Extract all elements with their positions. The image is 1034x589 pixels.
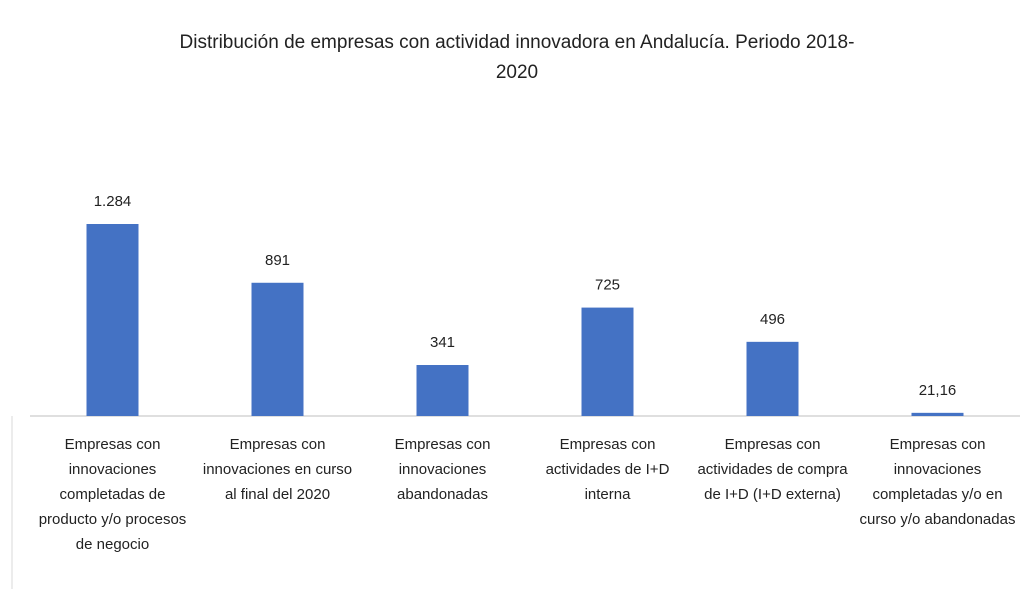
bar <box>416 365 469 416</box>
x-tick-label: Empresas con innovaciones en curso al fi… <box>202 436 353 503</box>
bar <box>911 412 964 416</box>
x-tick-label: Empresas con actividades de I+D interna <box>545 436 670 503</box>
value-label: 725 <box>595 277 620 294</box>
bar <box>581 307 634 416</box>
value-label: 496 <box>760 311 785 328</box>
value-label: 21,16 <box>919 382 957 399</box>
bar <box>251 282 304 416</box>
x-tick-label: Empresas con innovaciones completadas y/… <box>859 436 1016 528</box>
x-tick-label: Empresas con actividades de compra de I+… <box>697 436 848 503</box>
value-label: 1.284 <box>94 193 132 210</box>
x-tick-label: Empresas con innovaciones abandonadas <box>394 436 491 503</box>
bar <box>746 341 799 416</box>
bar <box>86 224 139 416</box>
value-label: 891 <box>265 252 290 269</box>
x-tick-label: Empresas con innovaciones completadas de… <box>38 436 187 553</box>
chart-title: Distribución de empresas con actividad i… <box>179 32 855 83</box>
value-label: 341 <box>430 334 455 351</box>
